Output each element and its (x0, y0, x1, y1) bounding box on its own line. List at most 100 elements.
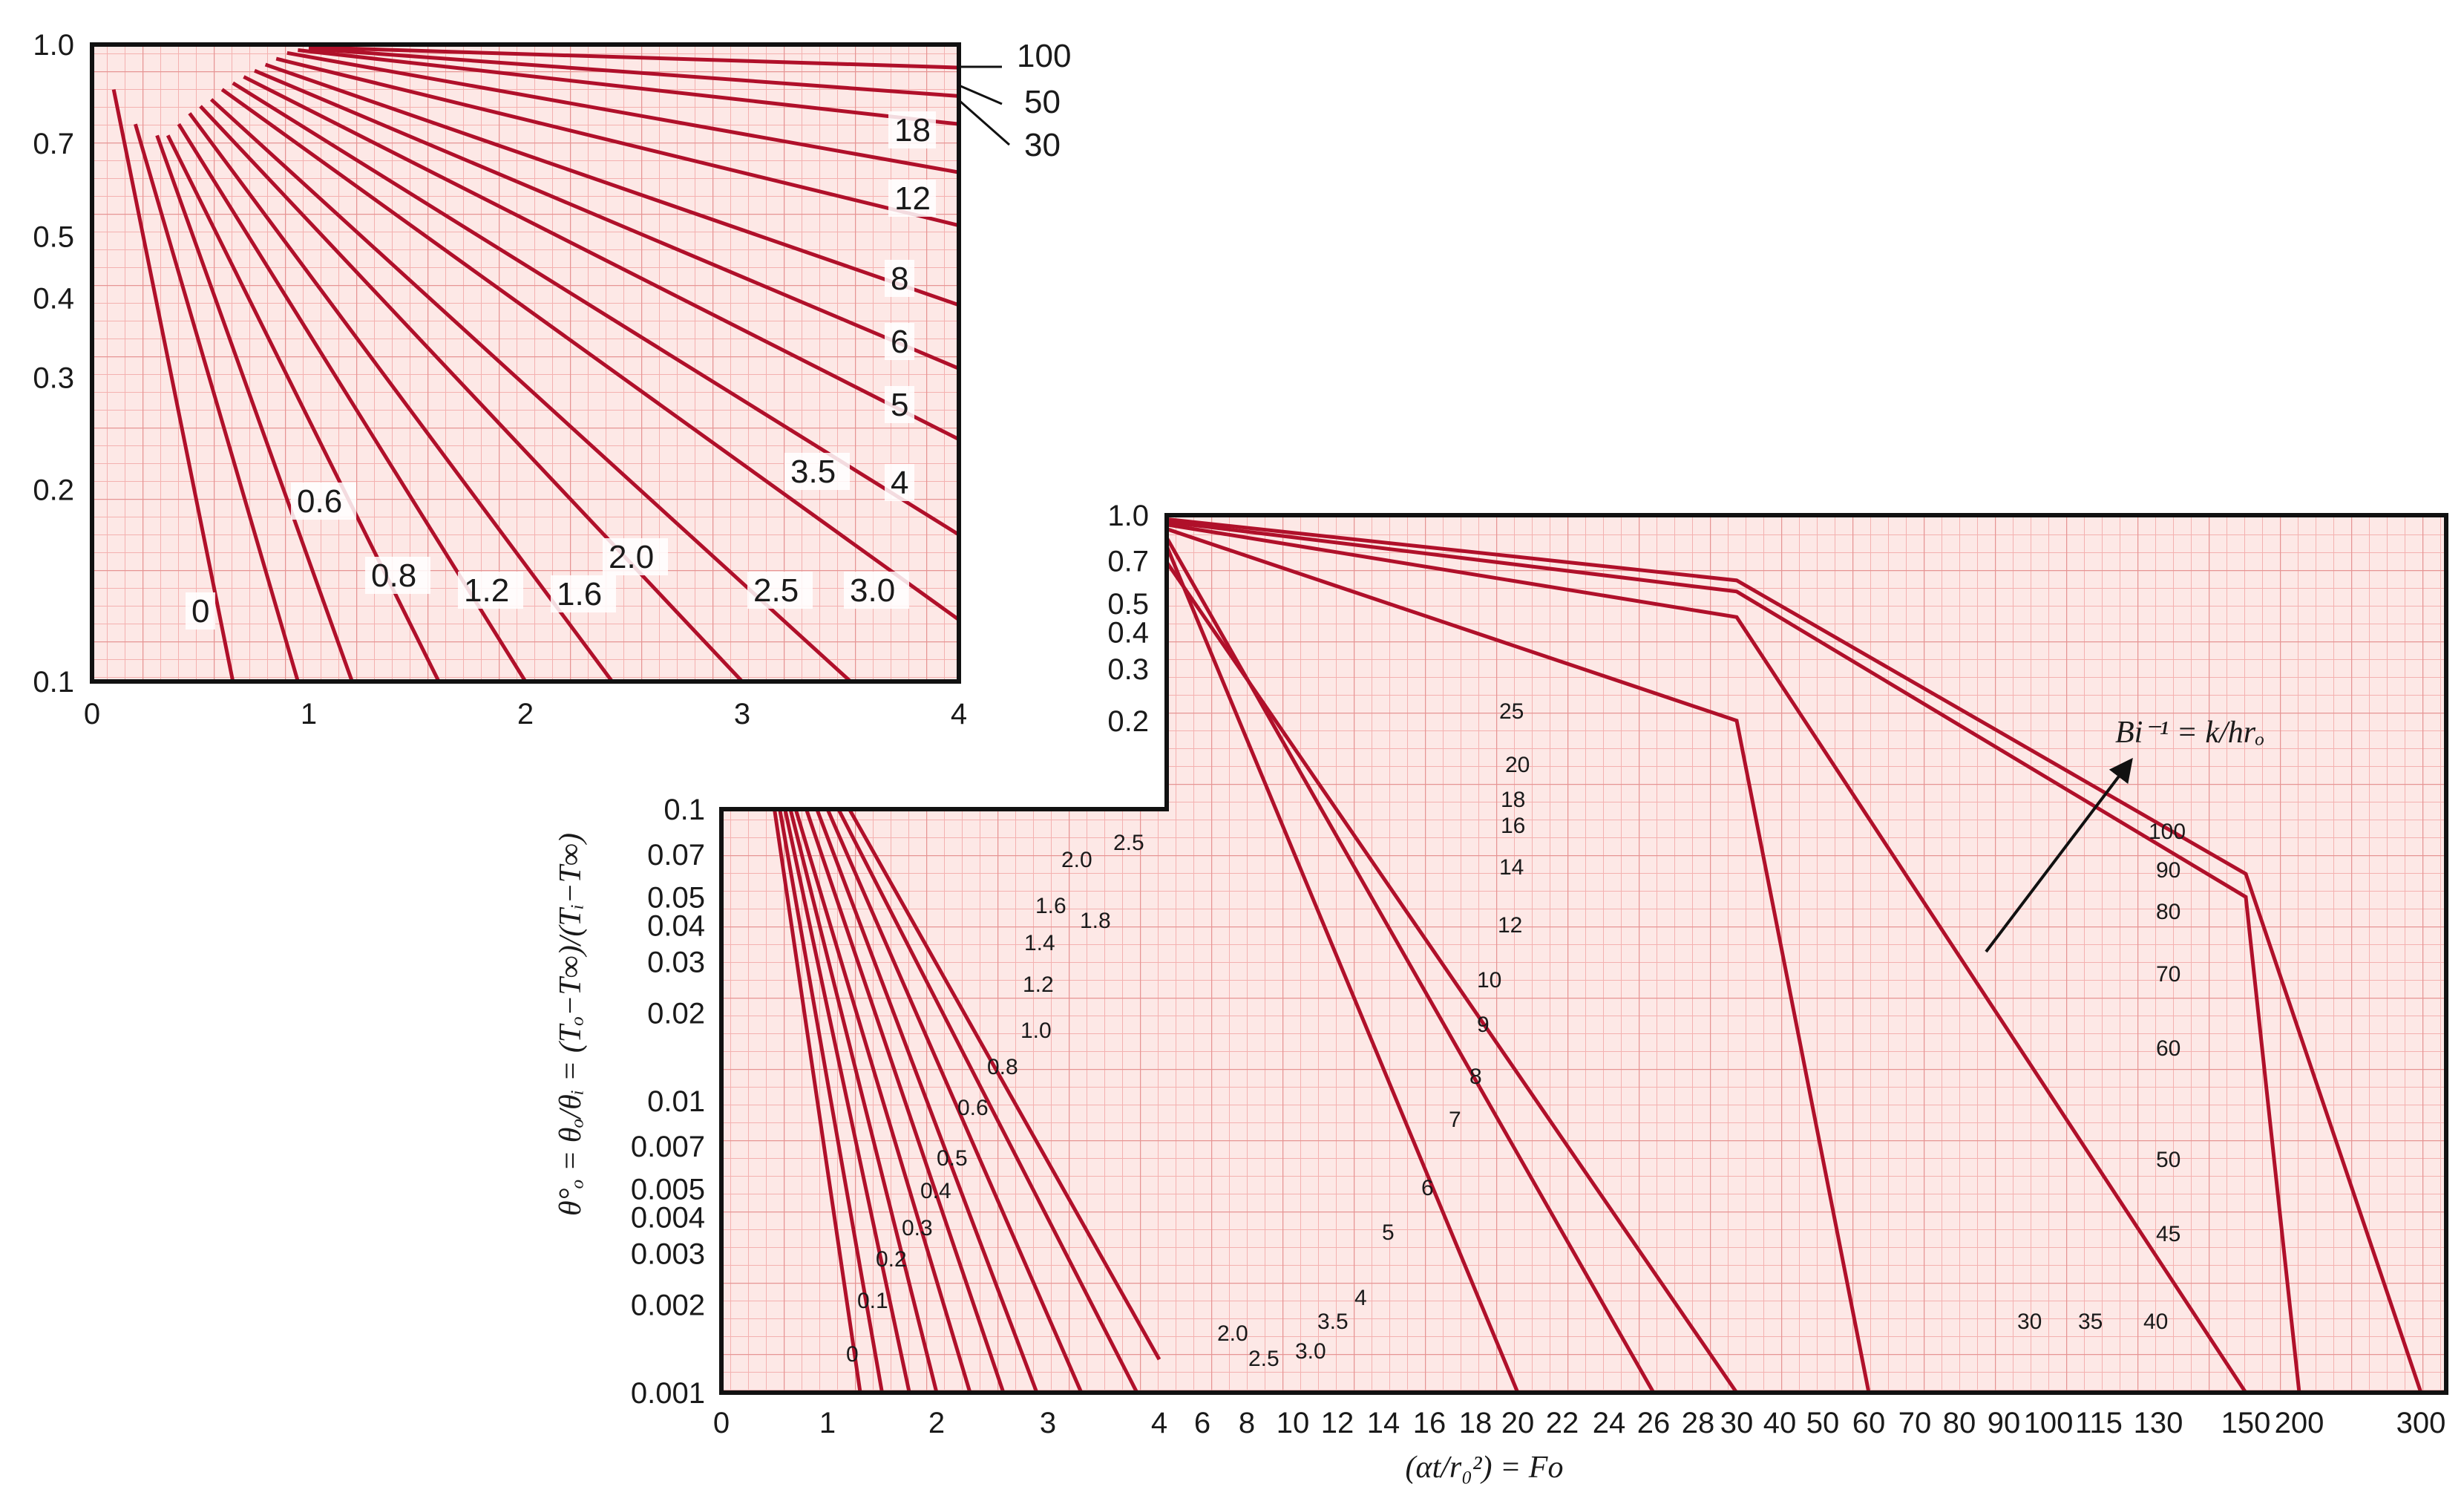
bottom-mid-label-30: 30 (2017, 1310, 2042, 1334)
bottom-right-label-100: 100 (2149, 820, 2186, 844)
bottom-mid-label-4: 4 (1354, 1286, 1367, 1310)
bottom-mid-label-5: 5 (1382, 1220, 1395, 1245)
bottom-x-tick: 130 (2134, 1407, 2183, 1439)
top-series-label-3.5: 3.5 (790, 454, 836, 490)
bottom-left-label-0.6: 0.6 (957, 1096, 989, 1120)
bottom-curve-5 (1164, 543, 1520, 1393)
bottom-x-tick: 1 (819, 1407, 836, 1439)
bottom-x-tick: 8 (1239, 1407, 1255, 1439)
top-y-tick: 1.0 (33, 29, 74, 62)
top-curve-5 (243, 75, 959, 442)
bottom-x-tick: 22 (1546, 1407, 1579, 1439)
bottom-x-axis-label: (αt/r₀²) = Fo (1406, 1451, 1564, 1485)
top-series-label-50: 50 (1024, 84, 1061, 120)
bottom-mid-label-40: 40 (2143, 1310, 2168, 1334)
top-series-label-bg (365, 557, 430, 594)
top-series-label-bg (885, 260, 914, 297)
bottom-x-tick: 18 (1459, 1407, 1493, 1439)
bottom-mid-label-20: 20 (1505, 753, 1530, 777)
bottom-y-tick: 0.01 (647, 1085, 705, 1118)
bottom-y-tick: 0.03 (647, 946, 705, 978)
bottom-x-tick: 2 (928, 1407, 945, 1439)
top-series-label-bg (885, 386, 914, 423)
bottom-mid-label-18: 18 (1501, 788, 1525, 812)
bottom-curve-40 (1165, 523, 2248, 1393)
top-y-tick: 0.1 (33, 666, 74, 699)
top-series-label-bg (1011, 37, 1076, 74)
top-series-label-8: 8 (891, 261, 908, 297)
bottom-mid-label-3.5: 3.5 (1317, 1310, 1349, 1334)
top-series-label-100: 100 (1017, 38, 1071, 74)
top-y-tick: 0.2 (33, 474, 74, 507)
top-curve-6 (254, 68, 959, 370)
top-series-label-4: 4 (891, 465, 908, 501)
top-series-label-1.6: 1.6 (557, 576, 602, 612)
bottom-x-tick: 14 (1367, 1407, 1400, 1439)
bottom-curve-60 (1165, 520, 2301, 1393)
top-y-tick: 0.5 (33, 220, 74, 253)
bottom-curve-0.6 (815, 808, 1039, 1393)
top-x-tick: 1 (301, 698, 317, 730)
top-chart-panel: 0 1 2 3 41.00.70.50.40.30.20.1 1005030181286… (33, 29, 1076, 730)
bottom-y-tick: 0.002 (631, 1289, 705, 1322)
bottom-y-tick: 0.2 (1107, 705, 1149, 738)
bottom-curve-0 (773, 808, 862, 1393)
bottom-curve-0.4 (793, 808, 972, 1393)
bottom-x-tick: 115 (2075, 1407, 2123, 1439)
top-x-tick: 2 (517, 698, 534, 730)
bottom-x-tick: 90 (1988, 1407, 2021, 1439)
top-curve-2.5 (199, 105, 744, 681)
bottom-y-tick: 0.004 (631, 1201, 705, 1234)
top-curve-2.0 (188, 112, 614, 681)
top-series-label-bg (186, 592, 215, 630)
bottom-curve-0.2 (783, 808, 911, 1393)
bottom-left-label-1.8: 1.8 (1080, 909, 1111, 933)
bottom-curve-10 (1164, 534, 1656, 1393)
top-y-tick: 0.4 (33, 282, 74, 315)
bottom-x-tick: 26 (1637, 1407, 1671, 1439)
top-chart-grid (92, 45, 959, 681)
top-series-label-bg (551, 575, 616, 612)
bottom-mid-label-3.0: 3.0 (1295, 1339, 1326, 1364)
top-x-tick: 0 (84, 698, 100, 730)
bottom-curve-1.2 (848, 808, 1161, 1361)
top-y-tick: 0.3 (33, 362, 74, 395)
bottom-mid-label-10: 10 (1477, 968, 1501, 993)
bottom-right-label-70: 70 (2156, 962, 2180, 987)
bottom-x-tick: 80 (1943, 1407, 1976, 1439)
bottom-chart-panel: 0 1 2 3 4 6 8 10 12 14 16 18 20 22 24 26 28 30 40 50 60 70 80 9… (554, 500, 2448, 1485)
bottom-right-label-80: 80 (2156, 900, 2180, 924)
top-x-tick: 4 (951, 698, 967, 730)
top-series-label-bg (458, 572, 523, 609)
top-series-label-2.5: 2.5 (753, 572, 799, 609)
top-curve-8 (264, 62, 959, 307)
bottom-left-label-0.4: 0.4 (920, 1179, 951, 1203)
top-series-label-0.8: 0.8 (371, 558, 416, 594)
top-series-label-bg (784, 453, 850, 490)
bottom-y-tick: 0.007 (631, 1131, 705, 1163)
top-leader-30 (958, 99, 1010, 146)
top-series-label-bg (885, 323, 914, 360)
top-curve-0 (111, 89, 235, 681)
bottom-y-tick: 0.3 (1107, 653, 1149, 686)
bottom-curve-0.5 (805, 808, 1006, 1393)
bottom-x-tick: 4 (1151, 1407, 1167, 1439)
bottom-x-tick: 0 (713, 1407, 730, 1439)
top-series-label-0.6: 0.6 (297, 483, 342, 520)
bottom-x-tick: 28 (1682, 1407, 1715, 1439)
top-x-tick: 3 (734, 698, 750, 730)
bottom-y-tick: 0.4 (1107, 617, 1149, 650)
bottom-chart-frame (719, 513, 2448, 1395)
bottom-left-label-0.8: 0.8 (987, 1055, 1018, 1079)
bottom-mid-label-35: 35 (2078, 1310, 2103, 1334)
top-series-label-3.0: 3.0 (850, 572, 895, 609)
top-series-label-bg (844, 572, 909, 609)
bottom-right-label-45: 45 (2156, 1222, 2180, 1246)
bottom-mid-label-6: 6 (1421, 1176, 1434, 1200)
bottom-y-tick: 0.1 (663, 794, 705, 826)
top-series-label-30: 30 (1024, 127, 1061, 163)
bottom-left-label-2.5: 2.5 (1113, 831, 1144, 855)
top-series-label-bg (747, 572, 813, 609)
bottom-y-tick: 0.07 (647, 839, 705, 872)
top-series-label-bg (885, 464, 914, 501)
